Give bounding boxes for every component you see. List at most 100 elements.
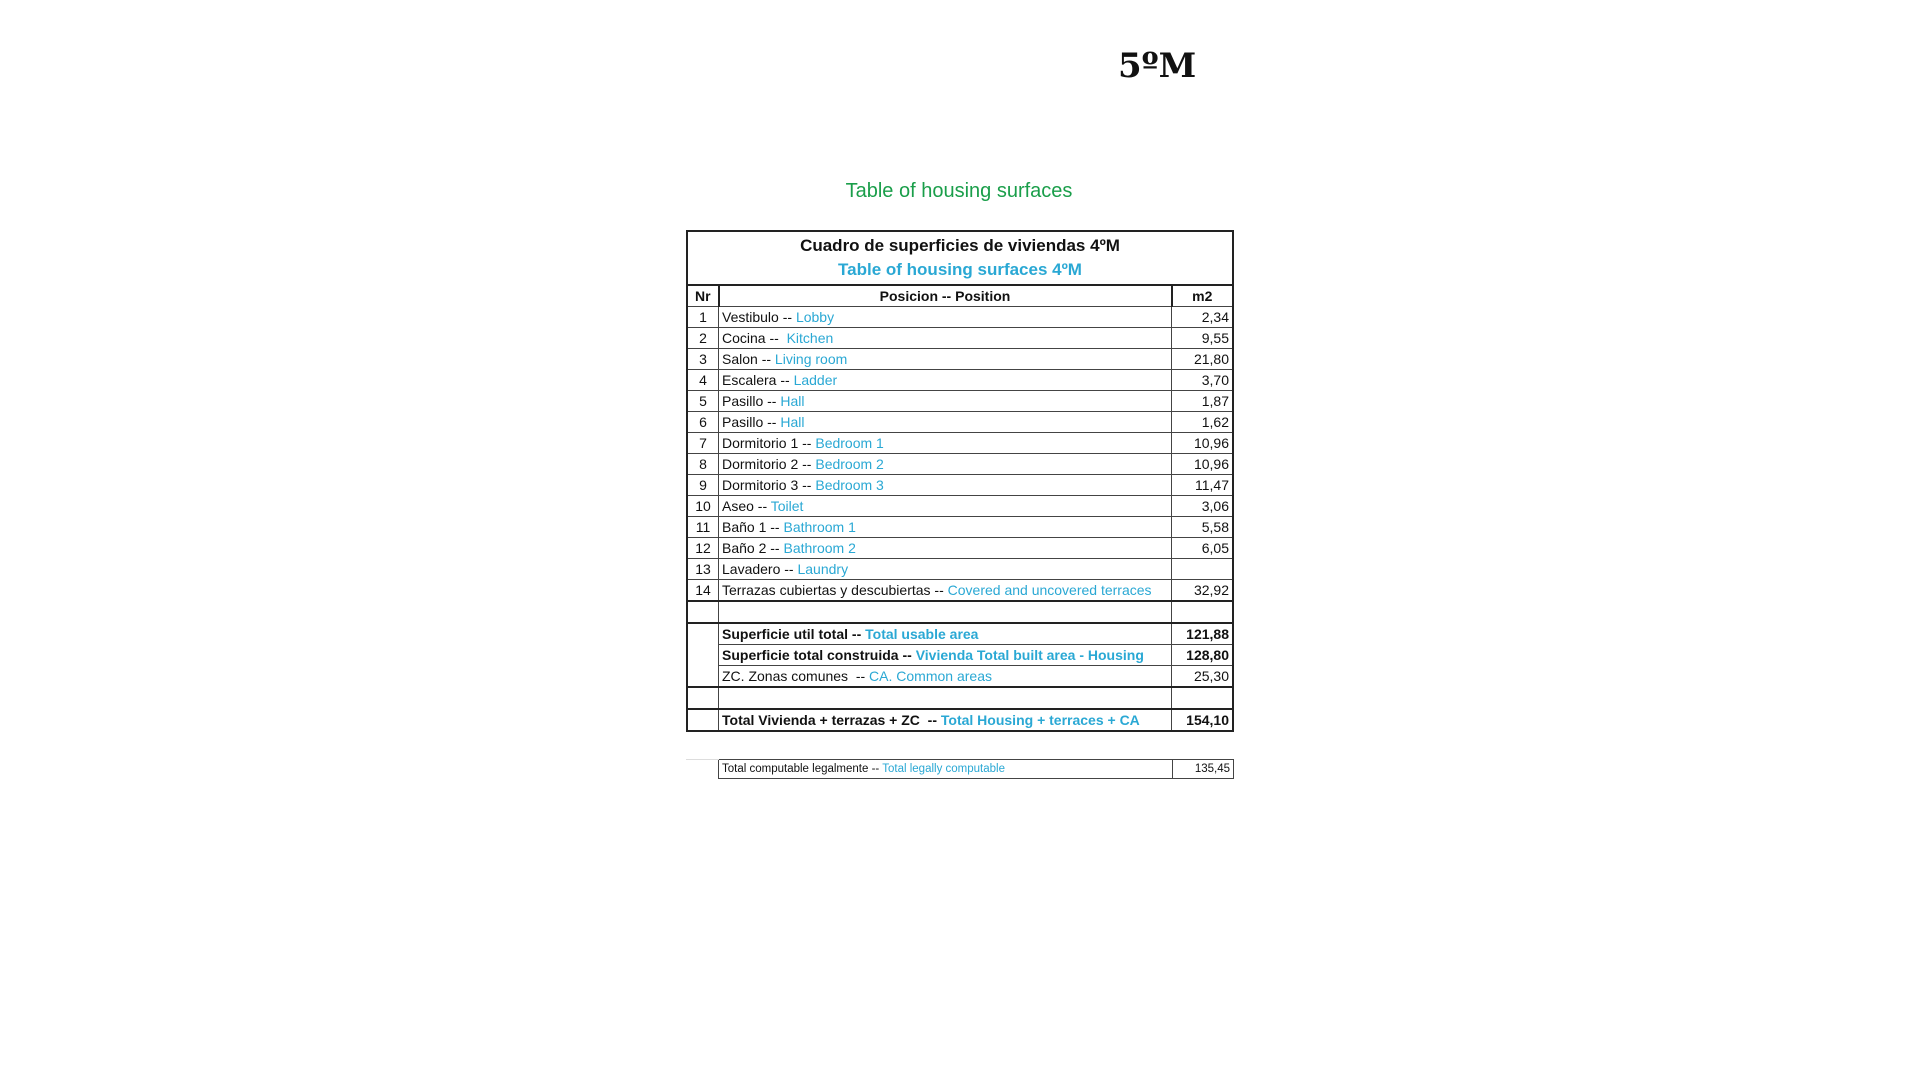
- position-es: Aseo --: [722, 498, 771, 514]
- row-m2: 3,70: [1171, 369, 1234, 391]
- position-en: CA. Common areas: [869, 668, 992, 684]
- document-subtitle: Table of housing surfaces: [845, 180, 1073, 202]
- position-en: Total usable area: [865, 626, 979, 642]
- position-es: Pasillo --: [722, 393, 781, 409]
- position-es: Vestibulo --: [722, 309, 796, 325]
- row-nr: 11: [686, 516, 719, 538]
- table-header: Cuadro de superficies de viviendas 4ºM T…: [686, 230, 1234, 286]
- row-nr: 5: [686, 390, 719, 412]
- position-es: Superficie total construida --: [722, 647, 916, 663]
- row-nr: 12: [686, 537, 719, 559]
- row-position: [718, 686, 1172, 710]
- row-nr: [686, 665, 719, 687]
- position-es: Baño 2 --: [722, 540, 784, 556]
- row-m2: [1171, 600, 1234, 624]
- table-row: 1 Vestibulo -- Lobby 2,34: [686, 306, 1234, 328]
- position-es: Dormitorio 1 --: [722, 435, 816, 451]
- floor-label: 5ºM: [1118, 46, 1197, 86]
- row-nr: 9: [686, 474, 719, 496]
- row-m2: 11,47: [1171, 474, 1234, 496]
- row-position: Aseo -- Toilet: [718, 495, 1172, 517]
- table-row: 9 Dormitorio 3 -- Bedroom 3 11,47: [686, 474, 1234, 496]
- row-m2: 1,62: [1171, 411, 1234, 433]
- row-nr: [686, 686, 719, 709]
- row-nr: 1: [686, 306, 719, 328]
- position-es: Total Vivienda + terrazas + ZC --: [722, 712, 941, 728]
- legal-value: 135,45: [1172, 759, 1234, 779]
- table-row: 4 Escalera -- Ladder 3,70: [686, 369, 1234, 391]
- legal-label: Total computable legalmente -- Total leg…: [718, 759, 1173, 779]
- position-en: Toilet: [770, 498, 804, 514]
- legal-label-en: Total legally computable: [882, 763, 1005, 775]
- position-en: Bathroom 2: [783, 540, 856, 556]
- row-nr: 14: [686, 579, 719, 602]
- table-row: 5 Pasillo -- Hall 1,87: [686, 390, 1234, 412]
- table-row: 11 Baño 1 -- Bathroom 1 5,58: [686, 516, 1234, 538]
- position-es: Pasillo --: [722, 414, 781, 430]
- table-row: 13 Lavadero -- Laundry: [686, 558, 1234, 580]
- position-en: Lobby: [795, 309, 835, 325]
- row-m2: 9,55: [1171, 327, 1234, 349]
- legal-label-es: Total computable legalmente --: [722, 763, 883, 775]
- table-row: 8 Dormitorio 2 -- Bedroom 2 10,96: [686, 453, 1234, 475]
- table-title-es: Cuadro de superficies de viviendas 4ºM: [800, 236, 1120, 255]
- row-position: Cocina -- Kitchen: [718, 327, 1172, 349]
- table-row: 2 Cocina -- Kitchen 9,55: [686, 327, 1234, 349]
- position-es: Lavadero --: [722, 561, 798, 577]
- row-position: Lavadero -- Laundry: [718, 558, 1172, 580]
- summary-row: [686, 686, 1234, 710]
- row-nr: 6: [686, 411, 719, 433]
- row-position: Baño 2 -- Bathroom 2: [718, 537, 1172, 559]
- position-es: Terrazas cubiertas y descubiertas --: [722, 582, 948, 598]
- row-position: Dormitorio 3 -- Bedroom 3: [718, 474, 1172, 496]
- row-position: Dormitorio 2 -- Bedroom 2: [718, 453, 1172, 475]
- row-m2: 32,92: [1171, 579, 1234, 602]
- summary-row: Superficie util total -- Total usable ar…: [686, 622, 1234, 645]
- summary-row: [686, 600, 1234, 624]
- row-m2: 21,80: [1171, 348, 1234, 370]
- row-position: Superficie util total -- Total usable ar…: [718, 622, 1172, 645]
- position-es: Dormitorio 3 --: [722, 477, 816, 493]
- position-es: Salon --: [722, 351, 775, 367]
- table-title-en: Table of housing surfaces 4ºM: [838, 260, 1082, 279]
- row-position: [718, 600, 1172, 624]
- row-nr: [686, 644, 719, 666]
- table-row: 3 Salon -- Living room 21,80: [686, 348, 1234, 370]
- legal-empty-cell: [686, 759, 719, 779]
- table-row: 14 Terrazas cubiertas y descubiertas -- C…: [686, 579, 1234, 602]
- row-position: Pasillo -- Hall: [718, 390, 1172, 412]
- position-es: ZC. Zonas comunes --: [722, 668, 870, 684]
- summary-row: Total Vivienda + terrazas + ZC -- Total …: [686, 708, 1234, 732]
- row-m2: 10,96: [1171, 453, 1234, 475]
- row-position: Terrazas cubiertas y descubiertas -- Cov…: [718, 579, 1172, 602]
- position-es: Escalera --: [722, 372, 794, 388]
- row-position: Dormitorio 1 -- Bedroom 1: [718, 432, 1172, 454]
- row-position: ZC. Zonas comunes -- CA. Common areas: [718, 665, 1172, 688]
- position-en: Bedroom 2: [815, 456, 884, 472]
- position-en: Hall: [780, 414, 805, 430]
- col-header-nr: Nr: [686, 284, 720, 307]
- row-m2: 6,05: [1171, 537, 1234, 559]
- position-es: Baño 1 --: [722, 519, 784, 535]
- row-position: Escalera -- Ladder: [718, 369, 1172, 391]
- row-nr: 13: [686, 558, 719, 580]
- row-m2: 2,34: [1171, 306, 1234, 328]
- table-row: 6 Pasillo -- Hall 1,62: [686, 411, 1234, 433]
- row-nr: 2: [686, 327, 719, 349]
- surfaces-table: Cuadro de superficies de viviendas 4ºM T…: [686, 230, 1234, 732]
- row-m2: [1171, 558, 1234, 580]
- row-m2: 1,87: [1171, 390, 1234, 412]
- row-m2: 128,80: [1171, 644, 1234, 666]
- summary-row: Superficie total construida -- Vivienda …: [686, 644, 1234, 666]
- position-en: Total Housing + terraces + CA: [940, 712, 1140, 728]
- position-en: Laundry: [797, 561, 849, 577]
- row-m2: 10,96: [1171, 432, 1234, 454]
- table-row: 10 Aseo -- Toilet 3,06: [686, 495, 1234, 517]
- position-en: Vivienda Total built area - Housing: [915, 647, 1144, 663]
- col-header-position: Posicion -- Position: [717, 284, 1173, 307]
- position-en: Bedroom 3: [815, 477, 884, 493]
- position-en: Kitchen: [786, 330, 834, 346]
- row-m2: 25,30: [1171, 665, 1234, 688]
- position-en: Living room: [774, 351, 848, 367]
- row-position: Total Vivienda + terrazas + ZC -- Total …: [718, 708, 1172, 732]
